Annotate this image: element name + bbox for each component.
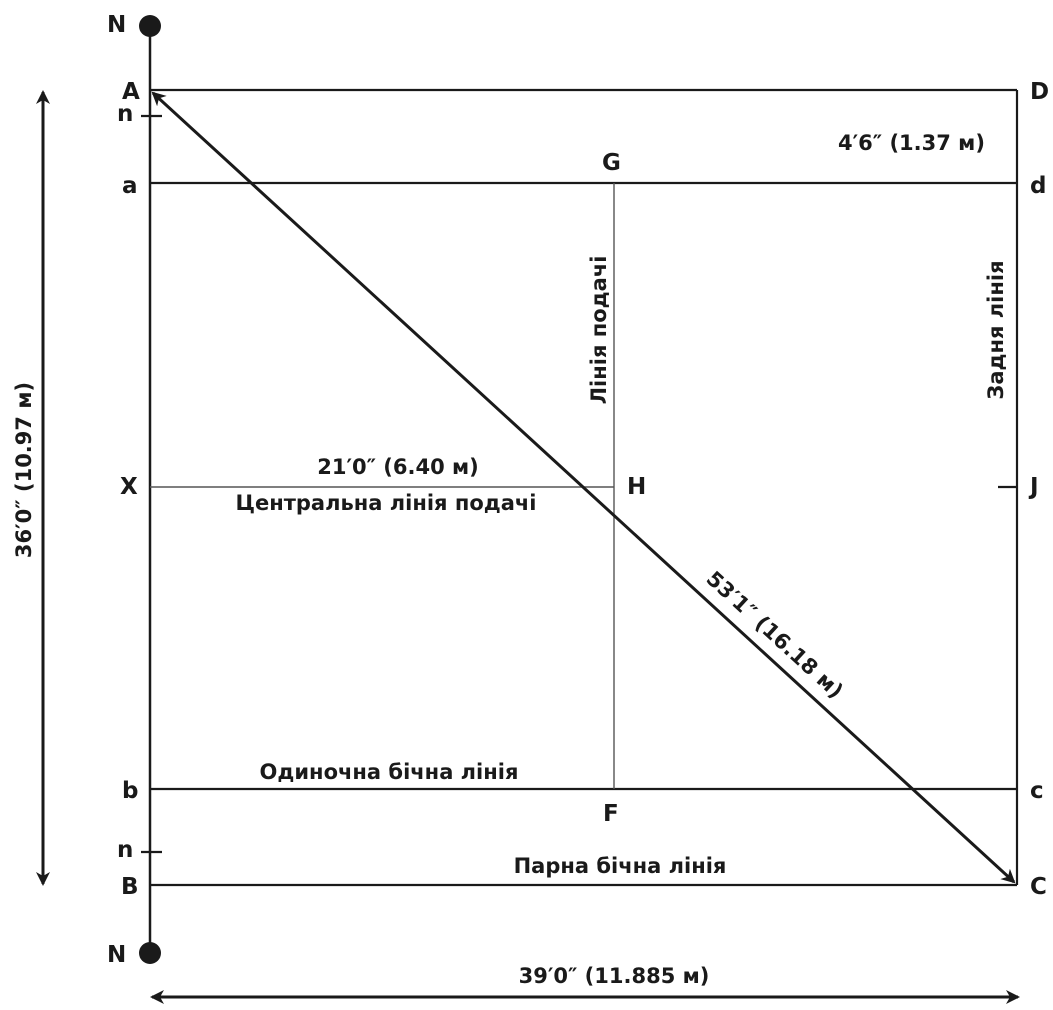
label-A: A: [122, 79, 140, 105]
label-G: G: [602, 150, 621, 176]
label-n-top: n: [117, 101, 133, 127]
label-width: 36′0″ (10.97 м): [12, 382, 36, 558]
label-C: C: [1030, 874, 1047, 900]
net-post-top: [139, 15, 161, 37]
label-c: c: [1030, 778, 1044, 804]
net-post-bottom: [139, 942, 161, 964]
label-half-length: 21′0″ (6.40 м): [317, 455, 479, 479]
label-H: H: [627, 474, 646, 500]
label-B: B: [121, 874, 139, 900]
label-diagonal: 53′1″ (16.18 м): [702, 566, 848, 703]
label-service-line: Лінія подачі: [587, 256, 611, 405]
label-a: a: [122, 173, 138, 199]
diagonal-arrow: [151, 91, 1016, 884]
label-D: D: [1030, 79, 1049, 105]
label-J: J: [1028, 474, 1039, 500]
label-F: F: [603, 801, 619, 827]
label-N-bottom: N: [107, 942, 126, 968]
label-center-service-line: Центральна лінія подачі: [235, 491, 536, 515]
label-length: 39′0″ (11.885 м): [519, 964, 710, 988]
label-X: X: [120, 474, 138, 500]
label-back-line: Задня лінія: [984, 260, 1008, 399]
label-b: b: [122, 778, 138, 804]
label-N-top: N: [107, 12, 126, 38]
label-d: d: [1030, 173, 1046, 199]
label-singles-sideline: Одиночна бічна лінія: [260, 760, 519, 784]
label-doubles-sideline: Парна бічна лінія: [514, 854, 727, 878]
label-n-bottom: n: [117, 837, 133, 863]
label-back-gap: 4′6″ (1.37 м): [838, 131, 985, 155]
